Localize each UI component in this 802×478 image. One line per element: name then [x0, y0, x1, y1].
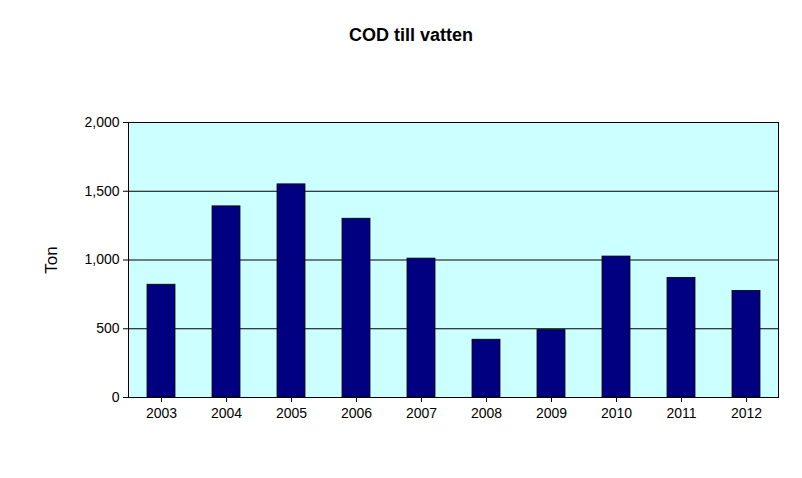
svg-text:2011: 2011: [666, 405, 696, 421]
svg-text:2004: 2004: [211, 405, 242, 421]
html-text:COD till vatten: COD till vatten: [349, 25, 473, 45]
svg-text:500: 500: [96, 320, 120, 336]
svg-text:2009: 2009: [536, 405, 567, 421]
svg-text:2006: 2006: [341, 405, 372, 421]
svg-text:1,500: 1,500: [84, 183, 119, 199]
svg-text:Ton: Ton: [42, 246, 61, 273]
svg-text:2007: 2007: [406, 405, 437, 421]
svg-text:2010: 2010: [601, 405, 632, 421]
svg-text:2008: 2008: [471, 405, 502, 421]
svg-text:1,000: 1,000: [84, 251, 119, 267]
svg-text:0: 0: [112, 389, 120, 405]
svg-text:2,000: 2,000: [84, 114, 119, 130]
svg-text:2005: 2005: [276, 405, 307, 421]
svg-text:2012: 2012: [731, 405, 762, 421]
svg-text:2003: 2003: [146, 405, 177, 421]
